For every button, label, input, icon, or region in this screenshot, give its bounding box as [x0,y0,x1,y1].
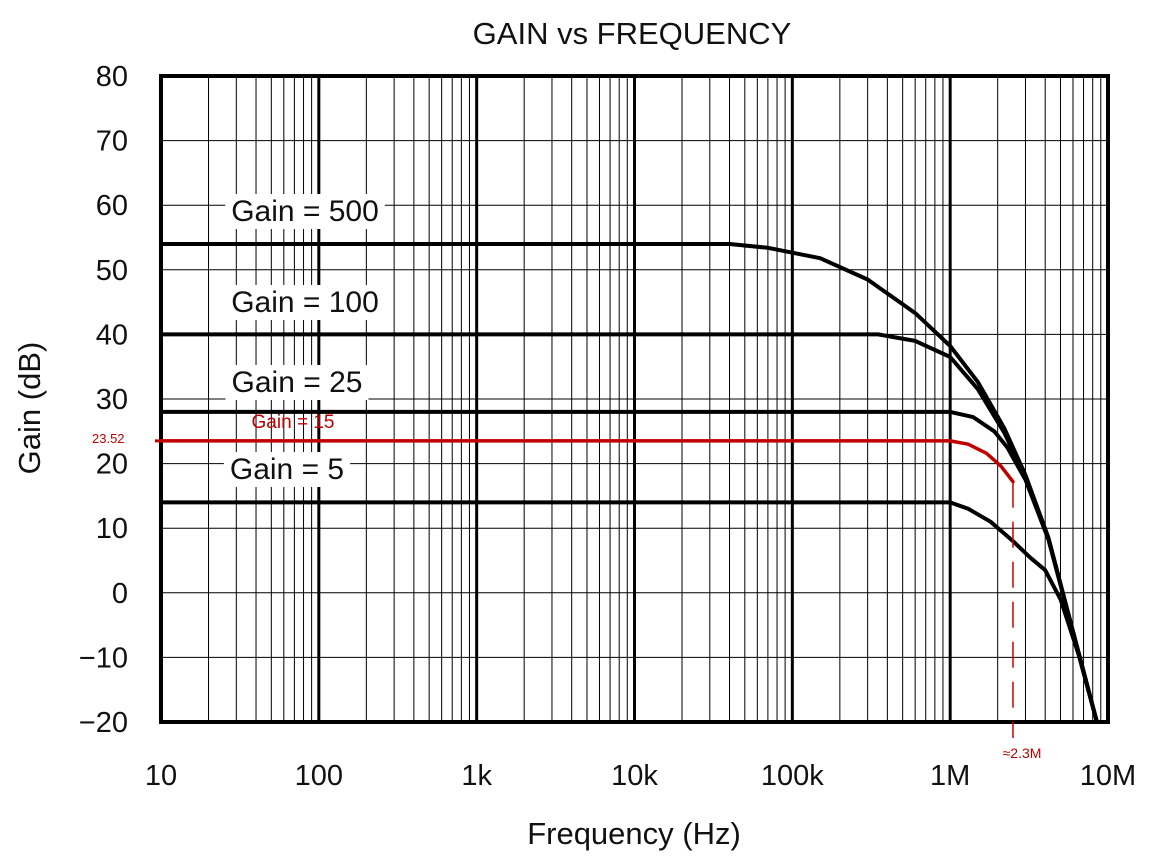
series-label-background [225,365,369,400]
y-tick-label: 10 [96,513,128,545]
x-tick-label: 100 [295,760,343,792]
series-label-gain-25: Gain = 25 [232,366,363,399]
x-tick-label: 10k [611,760,658,792]
series-label-gain-500: Gain = 500 [231,195,379,228]
series-label-background [223,452,351,487]
series-label-gain-15: Gain = 15 [252,412,335,433]
x-tick-label: 1M [930,760,970,792]
y-tick-label: 70 [96,126,128,158]
plot-frame [159,74,1110,724]
x-tick-label: 10 [145,760,177,792]
x-tick-label: 10M [1080,760,1136,792]
series-line-gain-5 [159,500,1099,724]
chart-title: GAIN vs FREQUENCY [473,16,792,51]
y-axis-label: Gain (dB) [12,342,47,475]
series-line-gain-25 [159,409,1099,724]
series-label-gain-5: Gain = 5 [230,453,344,486]
series-label-gain-100: Gain = 100 [231,286,379,319]
y-tick-label: 40 [96,319,128,351]
y-tick-label: 80 [96,61,128,93]
y-tick-label: −10 [79,642,128,674]
y-tick-label: 0 [112,578,128,610]
y-tick-label: 30 [96,384,128,416]
annotations: 23.52 ≈2.3M [92,431,1041,761]
series-lines [159,242,1099,724]
y-tick-label: 20 [96,449,128,481]
tick-labels: 10 100 1k 10k 100k 1M 10M80706050403020100−10−… [79,61,1136,792]
series-labels: Gain = 500 Gain = 100 Gain = 25 Gain = 15 Ga… [223,194,385,487]
x-tick-label: 100k [761,760,824,792]
x-tick-label: 1k [461,760,492,792]
series-label-background [225,285,385,320]
y-tick-label: 60 [96,190,128,222]
vline-value-label: ≈2.3M [1003,745,1042,761]
y-tick-label: 50 [96,255,128,287]
x-axis-label: Frequency (Hz) [527,816,741,851]
series-label-background [225,194,385,229]
y-tick-label: −20 [79,707,128,739]
hline-value-label: 23.52 [92,431,125,446]
